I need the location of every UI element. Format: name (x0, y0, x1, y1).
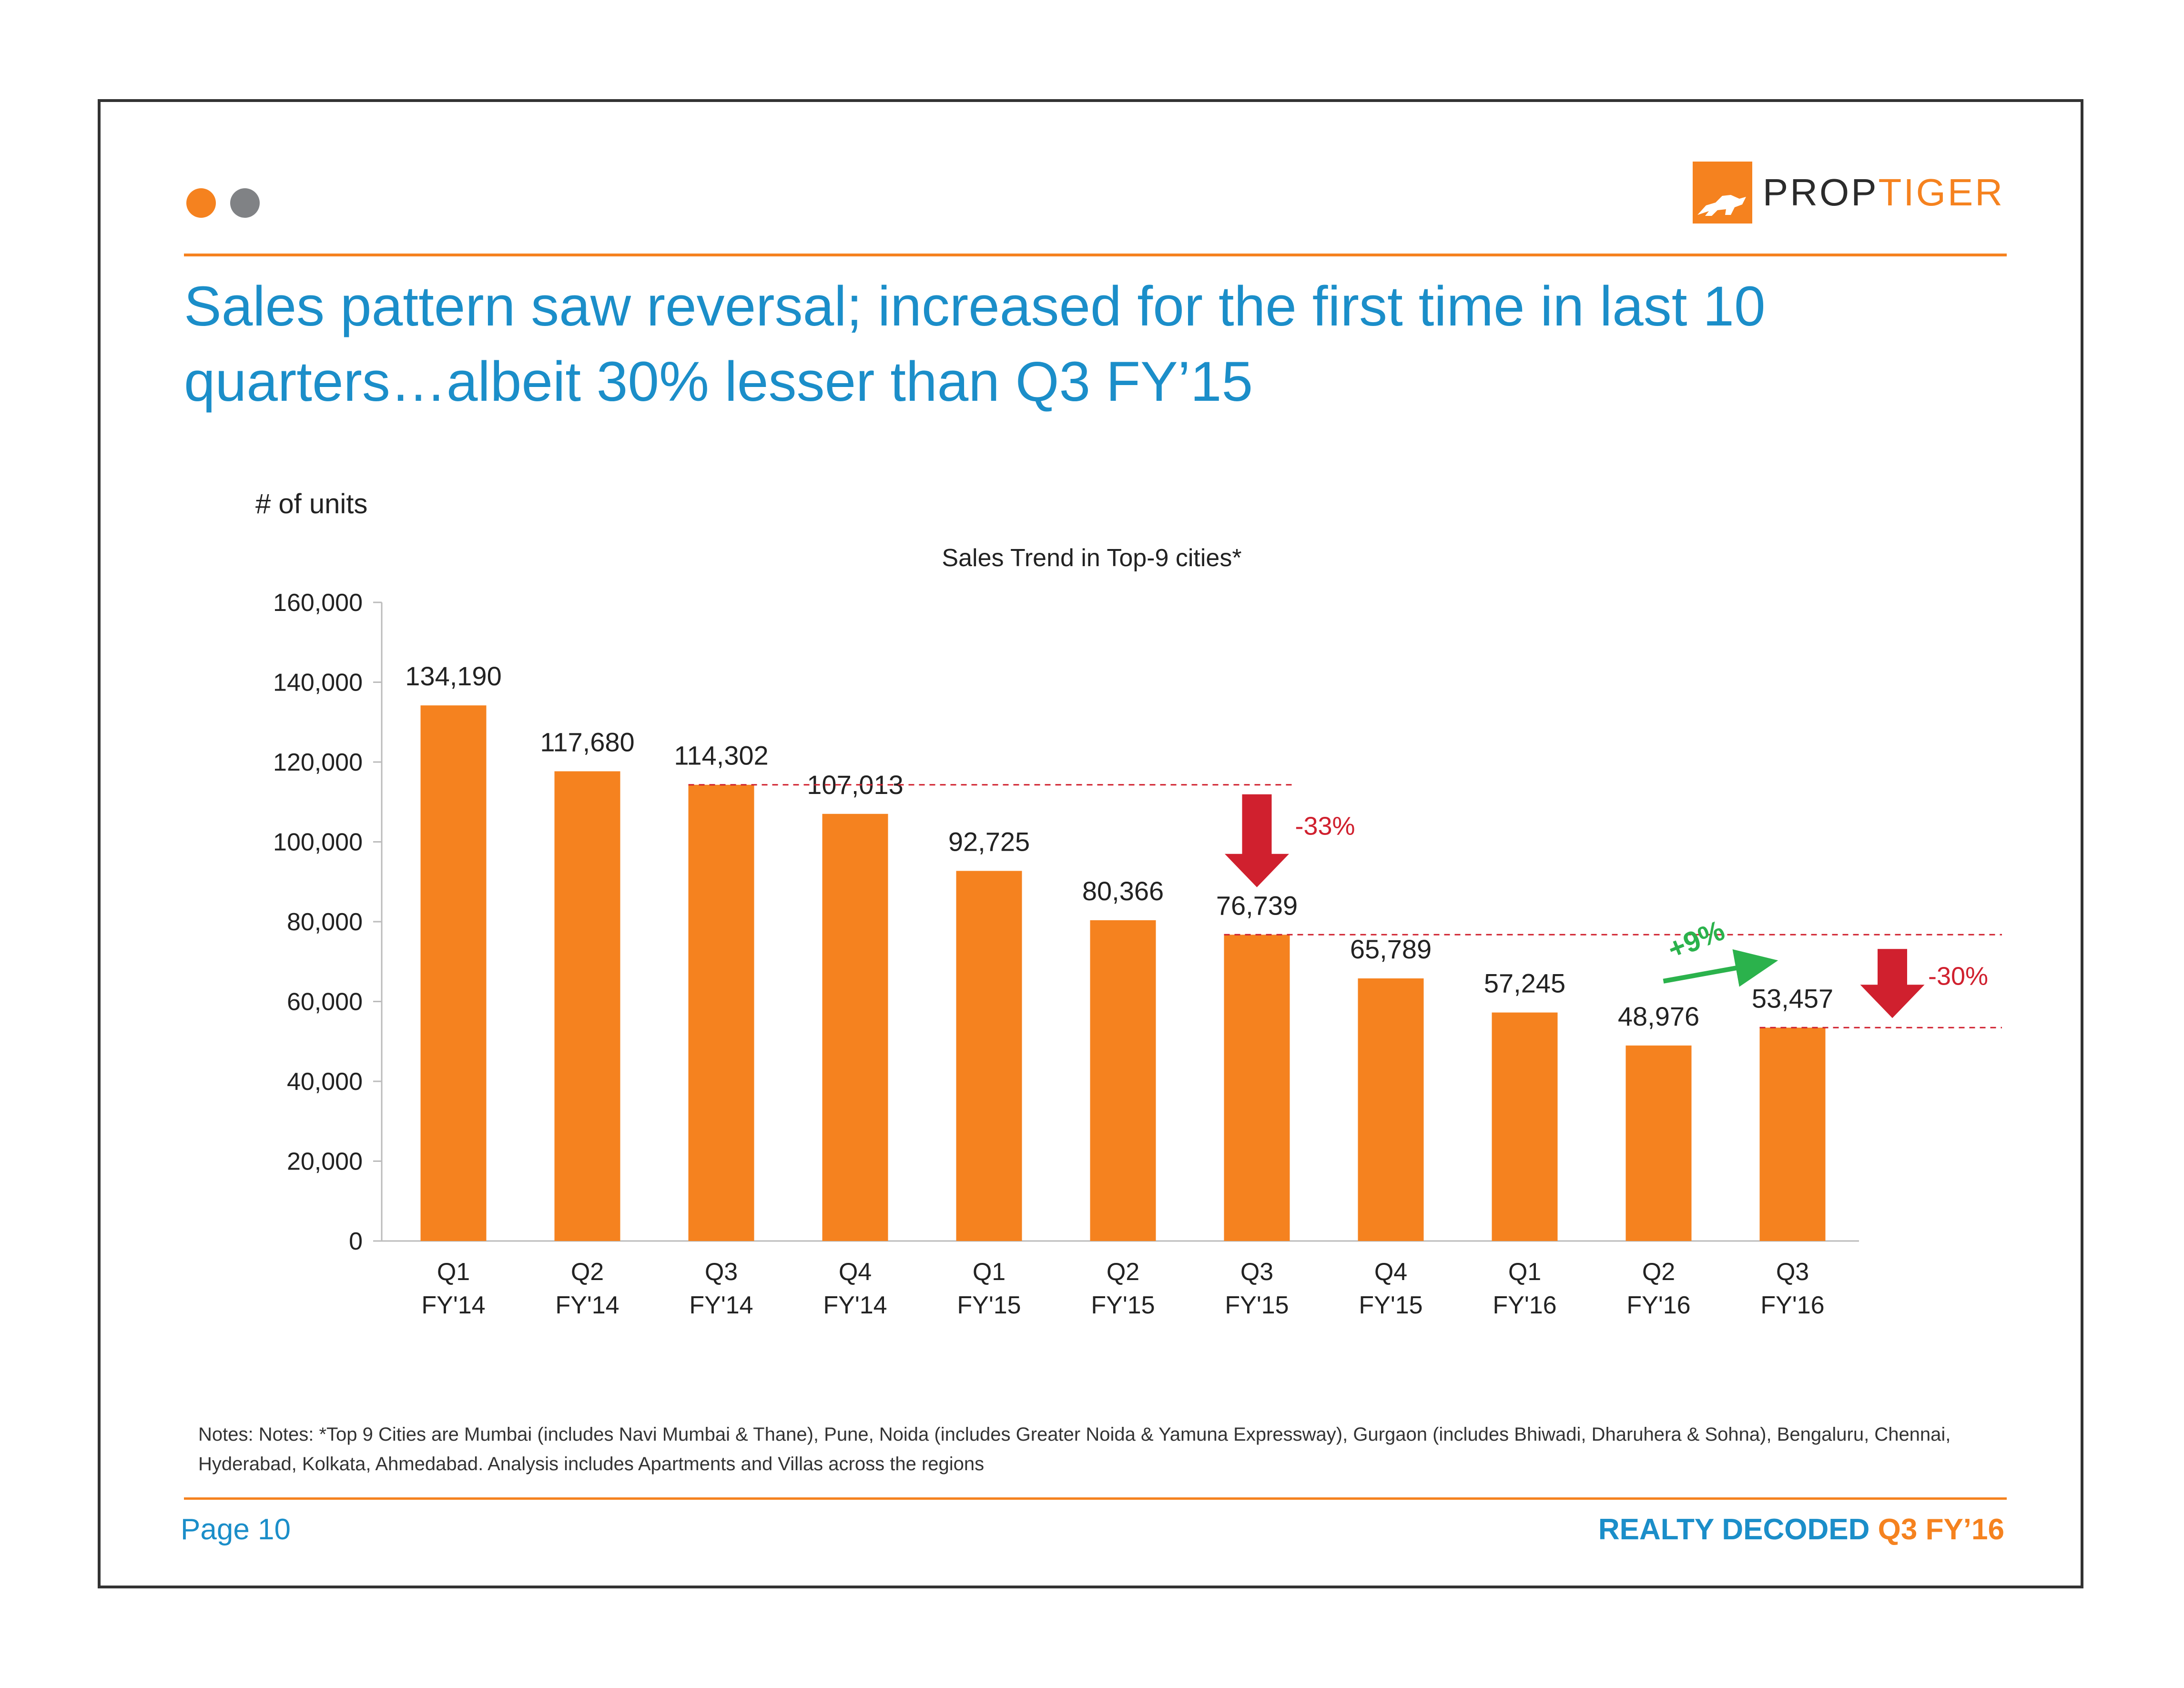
bar (1090, 920, 1156, 1241)
x-tick-label-quarter: Q3 (705, 1258, 738, 1286)
y-axis: 0 20,000 40,000 60,000 80,000 100,000 120,000 1… (273, 589, 1859, 1255)
page-number: Page 10 (181, 1513, 291, 1546)
report-edition: Q3 FY’16 (1878, 1513, 2004, 1546)
y-tick-label: 140,000 (273, 669, 363, 697)
x-tick-label-year: FY'14 (555, 1291, 619, 1319)
x-tick-label-year: FY'15 (1359, 1291, 1422, 1319)
x-tick-label-quarter: Q4 (1374, 1258, 1407, 1286)
x-tick-label-year: FY'16 (1493, 1291, 1556, 1319)
x-tick-label-quarter: Q1 (437, 1258, 470, 1286)
logo-prop-text: PROP (1762, 171, 1879, 214)
y-unit-label: # of units (255, 488, 368, 519)
bar (822, 813, 888, 1241)
bar-value-label: 134,190 (405, 661, 501, 691)
bar-value-label: 114,302 (674, 741, 768, 771)
chart-title: Sales Trend in Top-9 cities* (942, 544, 1241, 572)
bar-value-label: 76,739 (1216, 890, 1298, 920)
bar-value-label: 53,457 (1752, 983, 1833, 1013)
y-tick-label: 100,000 (273, 829, 363, 856)
y-tick-label: 60,000 (287, 988, 363, 1016)
x-tick-label-year: FY'16 (1760, 1291, 1824, 1319)
bar (554, 771, 620, 1241)
header-divider (184, 254, 2007, 256)
bar (688, 784, 754, 1241)
page-title: Sales pattern saw reversal; increased fo… (184, 275, 1766, 413)
bar-value-label: 65,789 (1350, 934, 1432, 964)
grey-dot-icon (230, 188, 260, 218)
change-label-plus-9: +9% (1663, 914, 1729, 966)
x-tick-label-quarter: Q1 (1508, 1258, 1541, 1286)
logo-tiger-text: TIGER (1878, 171, 2004, 214)
x-tick-label-year: FY'14 (421, 1291, 485, 1319)
change-label-minus-33: -33% (1295, 812, 1355, 841)
report-brand-name: REALTY DECODED (1598, 1513, 1870, 1546)
slide-frame: PROPTIGER Sales pattern saw reversal; in… (98, 99, 2083, 1588)
change-label-minus-30: -30% (1928, 962, 1988, 990)
x-tick-label-year: FY'15 (957, 1291, 1021, 1319)
y-tick-label: 120,000 (273, 749, 363, 776)
x-tick-label-quarter: Q4 (839, 1258, 872, 1286)
annotations: -33% -30% +9% (688, 784, 2002, 1028)
orange-dot-icon (186, 188, 216, 218)
tiger-icon (1692, 162, 1752, 224)
y-tick-label: 160,000 (273, 589, 363, 617)
footer-divider (184, 1497, 2007, 1500)
sales-trend-chart: Sales Trend in Top-9 cities* 0 20,000 40,0… (273, 544, 2002, 1319)
footnote: Notes: Notes: *Top 9 Cities are Mumbai (… (198, 1424, 1951, 1474)
bar-value-label: 57,245 (1484, 968, 1565, 998)
bar (956, 871, 1022, 1241)
bar (1492, 1012, 1558, 1241)
y-tick-label: 40,000 (287, 1068, 363, 1096)
bar-value-label: 92,725 (948, 826, 1030, 856)
proptiger-logo: PROPTIGER (1692, 162, 2004, 224)
x-tick-label-year: FY'14 (823, 1291, 887, 1319)
x-tick-label-quarter: Q2 (1642, 1258, 1675, 1286)
y-tick-label: 0 (349, 1228, 363, 1255)
x-tick-label-year: FY'15 (1225, 1291, 1289, 1319)
x-tick-label-quarter: Q3 (1776, 1258, 1809, 1286)
bar-value-label: 80,366 (1082, 876, 1164, 906)
bar (1224, 935, 1290, 1241)
bar-value-label: 48,976 (1618, 1001, 1699, 1031)
down-arrow-icon (1225, 794, 1289, 887)
x-tick-label-year: FY'15 (1091, 1291, 1155, 1319)
logo-wordmark: PROPTIGER (1763, 173, 2004, 212)
x-tick-label-year: FY'16 (1626, 1291, 1690, 1319)
x-tick-label-quarter: Q1 (973, 1258, 1006, 1286)
y-tick-label: 20,000 (287, 1148, 363, 1176)
x-tick-label-quarter: Q2 (571, 1258, 604, 1286)
x-tick-label-quarter: Q2 (1107, 1258, 1139, 1286)
y-tick-label: 80,000 (287, 908, 363, 936)
up-arrow-icon (1663, 949, 1778, 987)
bar (1759, 1027, 1826, 1241)
x-tick-label-year: FY'14 (689, 1291, 753, 1319)
bar (420, 705, 487, 1241)
bars: 134,190 Q1 FY'14 117,680 Q2 FY'14 114,302 Q3 FY'… (405, 661, 1833, 1319)
bar-value-label: 117,680 (540, 727, 634, 757)
bar (1625, 1045, 1692, 1241)
report-brand: REALTY DECODED Q3 FY’16 (1598, 1513, 2004, 1546)
bar (1358, 978, 1424, 1241)
down-arrow-icon (1860, 949, 1925, 1018)
x-tick-label-quarter: Q3 (1240, 1258, 1273, 1286)
bar-value-label: 107,013 (807, 770, 903, 800)
